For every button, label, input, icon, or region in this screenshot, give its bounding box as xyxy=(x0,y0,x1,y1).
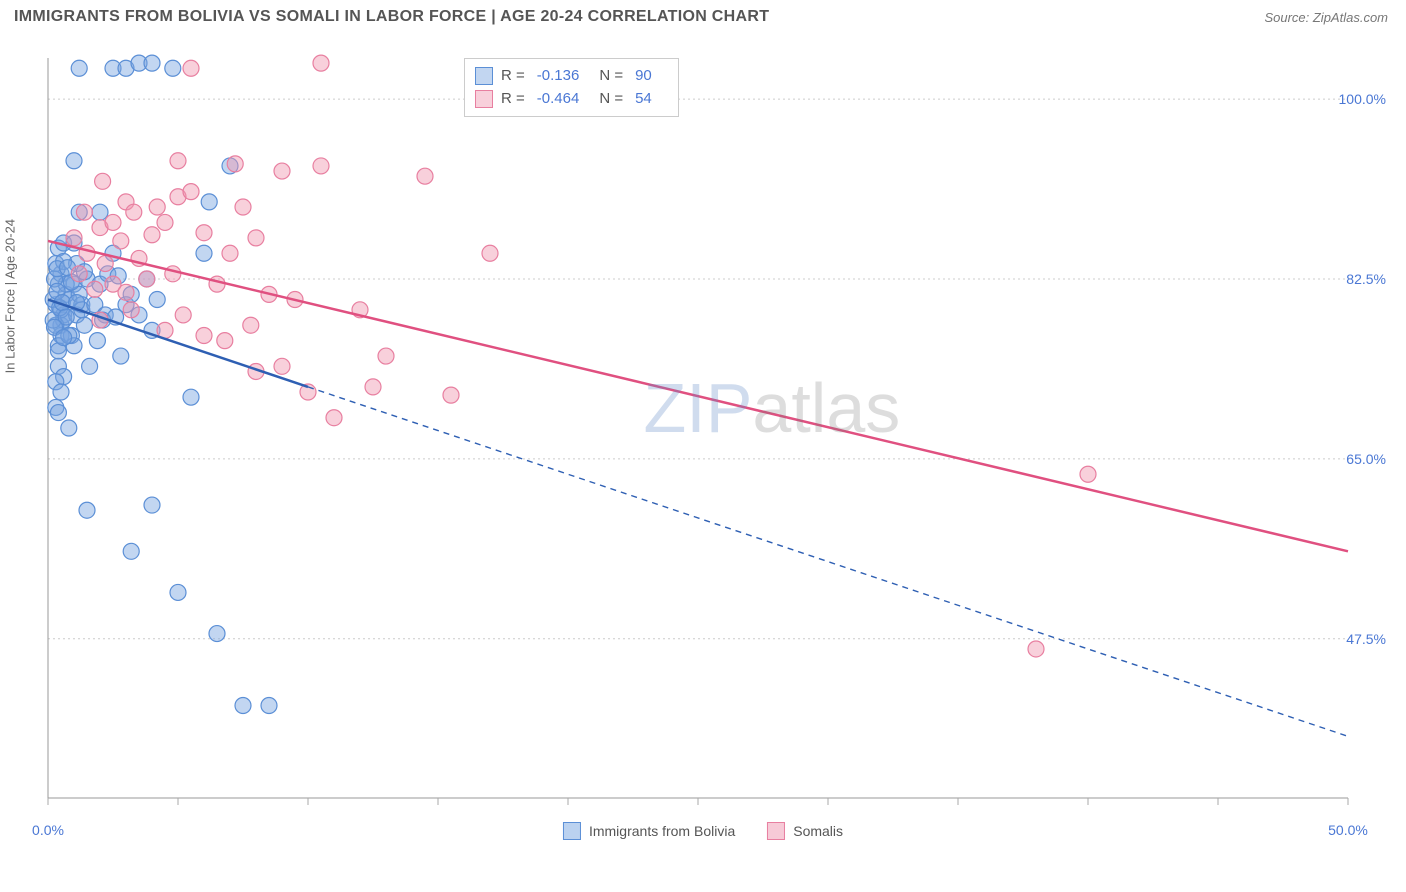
stats-row: R = -0.464 N = 54 xyxy=(475,88,664,111)
stat-r-label: R = xyxy=(501,65,525,88)
legend-label: Somalis xyxy=(793,823,843,839)
stat-n-label: N = xyxy=(599,88,623,111)
stat-n-value: 90 xyxy=(635,65,652,88)
legend-bottom: Immigrants from Bolivia Somalis xyxy=(563,822,843,840)
stat-r-value: -0.464 xyxy=(537,88,580,111)
source-label: Source: ZipAtlas.com xyxy=(1264,10,1388,25)
chart-svg xyxy=(14,40,1392,840)
legend-item: Immigrants from Bolivia xyxy=(563,822,735,840)
legend-swatch xyxy=(475,67,493,85)
stat-r-label: R = xyxy=(501,88,525,111)
legend-item: Somalis xyxy=(767,822,843,840)
stats-legend-box: R = -0.136 N = 90 R = -0.464 N = 54 xyxy=(464,58,679,117)
legend-swatch xyxy=(563,822,581,840)
stat-r-value: -0.136 xyxy=(537,65,580,88)
stat-n-value: 54 xyxy=(635,88,652,111)
legend-swatch xyxy=(767,822,785,840)
x-tick-label: 50.0% xyxy=(1328,822,1368,838)
y-tick-label: 47.5% xyxy=(1346,631,1386,647)
x-tick-label: 0.0% xyxy=(32,822,64,838)
stats-row: R = -0.136 N = 90 xyxy=(475,65,664,88)
page-title: IMMIGRANTS FROM BOLIVIA VS SOMALI IN LAB… xyxy=(14,8,769,26)
correlation-chart: In Labor Force | Age 20-24 ZIPatlas 47.5… xyxy=(14,40,1392,840)
y-tick-label: 65.0% xyxy=(1346,451,1386,467)
legend-label: Immigrants from Bolivia xyxy=(589,823,735,839)
y-tick-label: 82.5% xyxy=(1346,271,1386,287)
y-tick-label: 100.0% xyxy=(1339,91,1386,107)
legend-swatch xyxy=(475,90,493,108)
stat-n-label: N = xyxy=(599,65,623,88)
